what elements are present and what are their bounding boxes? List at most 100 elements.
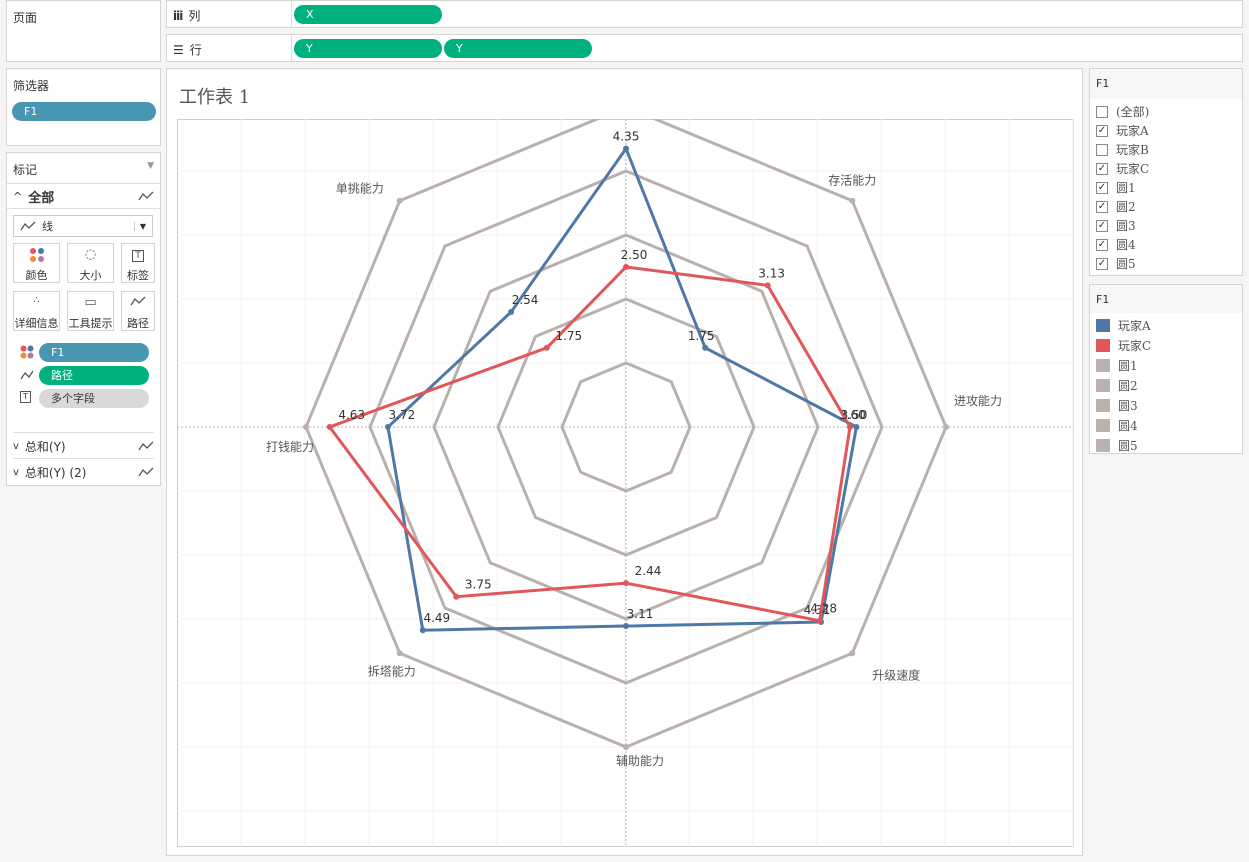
data-point — [326, 424, 333, 430]
mark-type-dropdown[interactable]: 线 ▼ — [13, 215, 153, 237]
data-point — [543, 344, 550, 351]
columns-pill-x[interactable]: X — [294, 5, 442, 24]
size-button-label: 大小 — [79, 269, 102, 282]
checkbox-checked-icon[interactable]: ✓ — [1096, 124, 1108, 137]
filter-item[interactable]: ✓ 圆1 — [1096, 179, 1136, 196]
sum-y2-label: 总和(Y) (2) — [24, 465, 87, 480]
data-point — [419, 627, 426, 634]
rows-pill-y2[interactable]: Y — [444, 39, 592, 58]
color-legend-title: F1 — [1096, 293, 1110, 306]
legend-item[interactable]: 圆3 — [1096, 397, 1138, 414]
legend-item[interactable]: 玩家C — [1096, 337, 1151, 354]
color-button[interactable]: 颜色 — [13, 243, 60, 283]
marks-field-path[interactable]: 路径 — [39, 366, 149, 385]
filter-item[interactable]: ✓ 玩家C — [1096, 160, 1149, 177]
filter-item[interactable]: ✓ 圆3 — [1096, 217, 1136, 234]
filters-shelf[interactable]: 筛选器 F1 — [6, 68, 161, 146]
marks-field-multiple[interactable]: 多个字段 — [39, 389, 149, 408]
filter-item[interactable]: ✓ 玩家A — [1096, 122, 1149, 139]
rows-shelf[interactable]: ☰ 行 Y Y — [166, 34, 1243, 62]
tooltip-icon: ▭ — [84, 295, 97, 310]
filter-item-label: 圆4 — [1116, 238, 1136, 252]
columns-shelf[interactable]: iii 列 X — [166, 0, 1243, 28]
legend-item-label: 玩家A — [1118, 319, 1151, 333]
marks-field-f1[interactable]: F1 — [39, 343, 149, 362]
radar-ring — [560, 361, 692, 493]
rows-shelf-label: ☰ 行 — [173, 41, 202, 58]
marks-menu-arrow-icon[interactable]: ▼ — [147, 161, 154, 171]
path-button[interactable]: 路径 — [121, 291, 155, 331]
checkbox-checked-icon[interactable]: ✓ — [1096, 200, 1108, 213]
data-label: 3.75 — [465, 578, 492, 592]
marks-all-header[interactable]: ^ 全部 — [7, 183, 160, 209]
rows-pill-y1[interactable]: Y — [294, 39, 442, 58]
data-point — [623, 623, 629, 630]
data-point — [453, 593, 460, 600]
filter-item[interactable]: ✓ 圆5 — [1096, 255, 1136, 272]
checkbox-checked-icon[interactable]: ✓ — [1096, 257, 1108, 270]
label-button-label: 标签 — [127, 269, 149, 282]
line-icon — [20, 221, 36, 231]
marks-title: 标记 — [13, 163, 38, 177]
path-field-icon — [20, 369, 34, 384]
label-field-icon: T — [20, 391, 31, 403]
legend-item[interactable]: 圆1 — [1096, 357, 1138, 374]
radar-chart[interactable]: 进攻能力存活能力团战能力单挑能力打钱能力拆塔能力辅助能力升级速度3.601.75… — [177, 119, 1074, 847]
filter-item[interactable]: 玩家B — [1096, 141, 1149, 158]
data-label: 2.50 — [621, 248, 648, 262]
ring-vertex — [849, 197, 856, 204]
legend-swatch — [1096, 359, 1110, 372]
radar-ring — [432, 233, 820, 621]
axis-label: 进攻能力 — [954, 394, 1002, 408]
sum-y2-line-icon — [138, 467, 154, 477]
data-label: 3.13 — [758, 266, 785, 280]
filter-card-title: F1 — [1096, 77, 1110, 90]
data-point — [764, 282, 771, 289]
marks-sum-y[interactable]: v 总和(Y) — [13, 432, 154, 459]
sum-y-line-icon — [138, 441, 154, 451]
legend-item-label: 玩家C — [1118, 339, 1152, 353]
data-label: 4.28 — [810, 602, 837, 616]
filter-item[interactable]: ✓ 圆4 — [1096, 236, 1136, 253]
checkbox-checked-icon[interactable]: ✓ — [1096, 162, 1108, 175]
checkbox-unchecked-icon[interactable] — [1096, 105, 1108, 118]
filter-item[interactable]: ✓ 圆2 — [1096, 198, 1136, 215]
axis-label: 打钱能力 — [266, 439, 314, 454]
worksheet: 工作表 1 进攻能力存活能力团战能力单挑能力打钱能力拆塔能力辅助能力升级速度3.… — [166, 68, 1083, 856]
pages-shelf[interactable]: 页面 — [6, 0, 161, 62]
data-point — [853, 424, 860, 430]
filter-item[interactable]: (全部) — [1096, 103, 1149, 120]
legend-item[interactable]: 玩家A — [1096, 317, 1151, 334]
radar-ring — [368, 169, 884, 685]
pages-shelf-title: 页面 — [13, 11, 38, 25]
ring-vertex — [623, 744, 629, 750]
legend-item[interactable]: 圆2 — [1096, 377, 1138, 394]
detail-button[interactable]: ∴ 详细信息 — [13, 291, 60, 331]
data-label: 3.72 — [389, 408, 416, 422]
checkbox-checked-icon[interactable]: ✓ — [1096, 181, 1108, 194]
checkbox-checked-icon[interactable]: ✓ — [1096, 219, 1108, 232]
filter-item-label: 玩家C — [1116, 162, 1150, 176]
ring-vertex — [396, 197, 403, 204]
legend-swatch — [1096, 339, 1110, 352]
collapse-icon[interactable]: ^ — [13, 189, 23, 203]
ring-vertex — [396, 650, 403, 657]
size-button[interactable]: ◌ 大小 — [67, 243, 114, 283]
size-icon: ◌ — [84, 247, 97, 262]
legend-item-label: 圆4 — [1118, 419, 1138, 433]
expand-icon[interactable]: v — [13, 440, 19, 452]
filter-pill-f1[interactable]: F1 — [12, 102, 156, 121]
filter-card: F1 (全部) ✓ 玩家A 玩家B ✓ 玩家C ✓ 圆1 ✓ 圆2 ✓ 圆3 ✓ 圆4 ✓ 圆5 — [1089, 68, 1243, 276]
label-button[interactable]: T 标签 — [121, 243, 155, 283]
checkbox-unchecked-icon[interactable] — [1096, 143, 1108, 156]
expand-icon-2[interactable]: v — [13, 466, 19, 478]
legend-swatch — [1096, 419, 1110, 432]
checkbox-checked-icon[interactable]: ✓ — [1096, 238, 1108, 251]
legend-swatch — [1096, 379, 1110, 392]
data-label: 3.11 — [627, 607, 654, 621]
legend-item[interactable]: 圆4 — [1096, 417, 1138, 434]
data-point — [816, 617, 823, 624]
legend-item[interactable]: 圆5 — [1096, 437, 1138, 454]
marks-sum-y2[interactable]: v 总和(Y) (2) — [13, 458, 154, 485]
tooltip-button[interactable]: ▭ 工具提示 — [67, 291, 114, 331]
